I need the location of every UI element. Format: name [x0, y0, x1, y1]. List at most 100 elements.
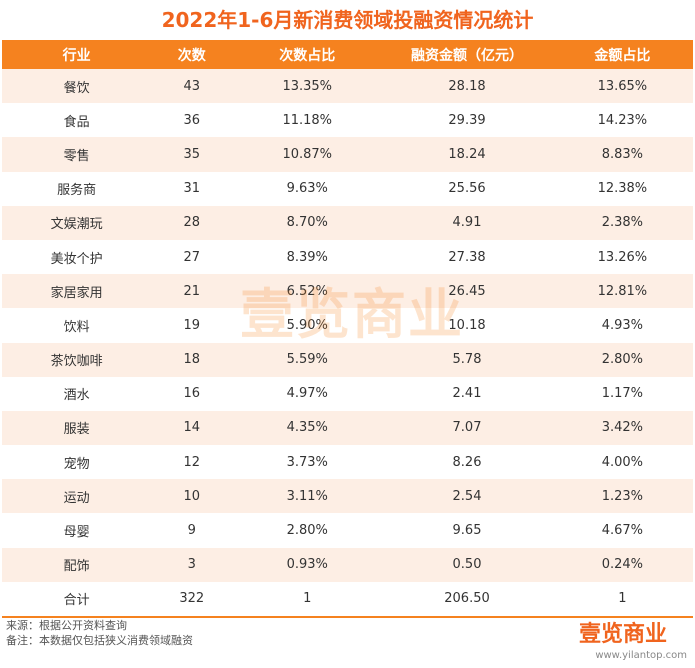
table-row: 配饰 3 0.93% 0.50 0.24%	[2, 547, 693, 582]
table-cell: 21	[151, 274, 233, 309]
table-cell: 宠物	[63, 456, 90, 472]
table-cell: 9	[187, 523, 196, 539]
watermark: 壹览商业	[240, 283, 464, 346]
header-cell: 金额占比	[551, 40, 693, 69]
header-cell: 次数占比	[232, 40, 383, 69]
table-row: 零售 35 10.87% 18.24 8.83%	[2, 137, 693, 172]
table-row: 饮料 19 5.90% 10.18 4.93%	[2, 308, 693, 342]
table-cell: 13.35%	[232, 69, 383, 104]
table-cell: 18	[151, 342, 233, 377]
table-cell: 0.24%	[551, 547, 693, 582]
table-cell: 2.38%	[551, 205, 693, 240]
table-cell: 12.38%	[597, 181, 648, 197]
table-cell: 服务商	[57, 183, 97, 199]
table-cell: 43	[151, 69, 233, 104]
table-cell: 家居家用	[2, 274, 152, 309]
header-row: 行业 次数 次数占比 融资金额（亿元） 金额占比	[2, 40, 693, 69]
table-cell: 酒水	[63, 388, 90, 404]
header-cell: 融资金额（亿元）	[382, 40, 552, 69]
table-cell: 美妆个护	[50, 251, 103, 267]
table-cell: 12	[183, 454, 201, 470]
table-cell: 服装	[2, 410, 152, 446]
table-row: 家居家用 21 6.52% 26.45 12.81%	[2, 274, 693, 309]
table-cell: 10.87%	[232, 137, 383, 172]
table-cell: 8.26	[452, 454, 482, 470]
table-cell: 14.23%	[597, 112, 648, 128]
table-cell: 食品	[63, 114, 90, 130]
url: www.yilantop.com	[595, 650, 687, 661]
table-cell: 运动	[2, 479, 152, 514]
table-cell: 1.23%	[551, 479, 693, 514]
table-cell: 1	[551, 581, 693, 619]
table-cell: 16	[183, 386, 201, 402]
table-cell: 合计	[2, 581, 152, 619]
table-cell: 10	[151, 479, 233, 514]
table-cell: 36	[183, 112, 201, 128]
table-cell: 0.93%	[232, 547, 383, 582]
table-cell: 4.97%	[286, 386, 328, 402]
table-cell: 9.65	[452, 523, 482, 539]
table-cell: 4.00%	[601, 454, 644, 470]
table-cell: 配饰	[2, 547, 152, 582]
table-cell: 6.52%	[232, 274, 383, 309]
table-cell: 27.38	[448, 249, 486, 265]
table-cell: 7.07	[382, 410, 552, 446]
table-cell: 餐饮	[2, 69, 152, 104]
table-cell: 12.81%	[551, 274, 693, 309]
table-cell: 10.18	[448, 317, 486, 333]
table-cell: 2.80%	[286, 523, 328, 539]
table-cell: 3	[151, 547, 233, 582]
table-cell: 25.56	[448, 181, 486, 197]
table-row: 文娱潮玩 28 8.70% 4.91 2.38%	[2, 205, 693, 240]
header-cell: 次数	[151, 40, 233, 69]
table-cell: 茶饮咖啡	[2, 342, 152, 377]
note: 来源：根据公开资料查询	[6, 619, 127, 632]
table-cell: 29.39	[448, 112, 486, 128]
table-cell: 4.35%	[232, 410, 383, 446]
table-cell: 3.42%	[551, 410, 693, 446]
table-cell: 文娱潮玩	[2, 205, 152, 240]
table-cell: 5.59%	[232, 342, 383, 377]
table-cell: 8.70%	[232, 205, 383, 240]
table-cell: 13.65%	[551, 69, 693, 104]
table-cell: 322	[151, 581, 233, 619]
table-cell: 206.50	[382, 581, 552, 619]
table-cell: 8.39%	[286, 249, 328, 265]
table-cell: 3.73%	[286, 454, 328, 470]
table-cell: 饮料	[63, 319, 90, 335]
table-cell: 14	[151, 410, 233, 446]
table-cell: 5.78	[382, 342, 552, 377]
table-cell: 4.91	[382, 205, 552, 240]
table-row: 酒水 16 4.97% 2.41 1.17%	[2, 377, 693, 411]
table-cell: 2.41	[452, 386, 482, 402]
table-cell: 8.83%	[551, 137, 693, 172]
table-row: 食品 36 11.18% 29.39 14.23%	[2, 103, 693, 137]
table-cell: 4.93%	[601, 317, 644, 333]
table-row: 服务商 31 9.63% 25.56 12.38%	[2, 172, 693, 206]
table-cell: 27	[183, 249, 201, 265]
table-cell: 4.67%	[601, 523, 644, 539]
table-cell: 26.45	[382, 274, 552, 309]
table-cell: 2.80%	[551, 342, 693, 377]
table-cell: 1	[232, 581, 383, 619]
table-cell: 28.18	[382, 69, 552, 104]
table-cell: 零售	[2, 137, 152, 172]
table-row: 母婴 9 2.80% 9.65 4.67%	[2, 513, 693, 547]
table-cell: 5.90%	[286, 317, 328, 333]
data-table: 行业 次数 次数占比 融资金额（亿元） 金额占比 餐饮 43 13.35% 28.18 13.6…	[2, 40, 693, 619]
title: 2022年1-6月新消费领域投融资情况统计	[161, 8, 534, 32]
notes: 来源：根据公开资料查询 备注：本数据仅包括狭义消费领域融资	[6, 618, 193, 648]
table-row: 运动 10 3.11% 2.54 1.23%	[2, 479, 693, 514]
table-cell: 35	[151, 137, 233, 172]
table-cell: 18.24	[382, 137, 552, 172]
logo: 壹览商业	[578, 622, 667, 647]
table-cell: 19	[183, 317, 201, 333]
table-cell: 11.18%	[282, 112, 333, 128]
header-cell: 行业	[2, 40, 152, 69]
table-cell: 3.11%	[232, 479, 383, 514]
table-cell: 母婴	[63, 525, 90, 541]
table-cell: 2.54	[382, 479, 552, 514]
table-cell: 0.50	[382, 547, 552, 582]
table-row: 合计 322 1 206.50 1	[2, 581, 693, 619]
